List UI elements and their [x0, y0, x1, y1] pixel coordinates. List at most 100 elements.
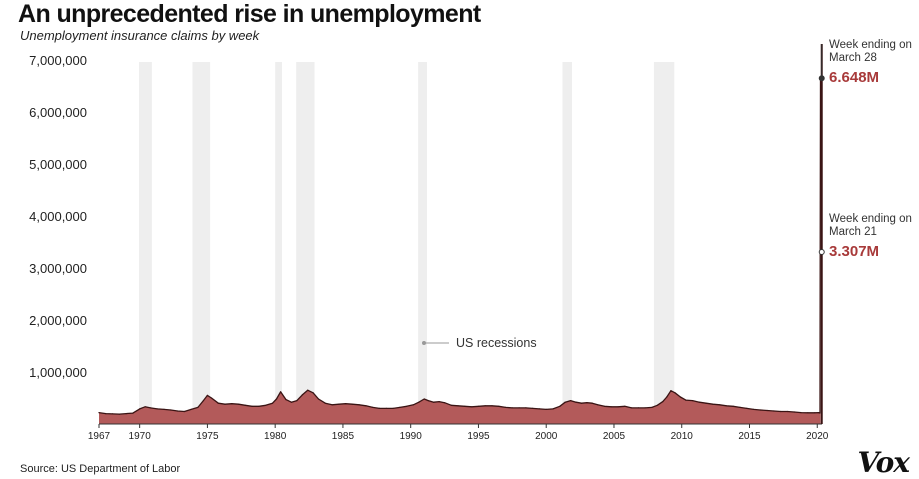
data-point [780, 410, 782, 413]
chart-subtitle: Unemployment insurance claims by week [20, 28, 260, 43]
data-point [800, 412, 802, 414]
data-point [275, 398, 278, 400]
chart-title: An unprecedented rise in unemployment [18, 0, 481, 28]
data-point [423, 398, 425, 400]
data-point [597, 404, 599, 406]
annotation-label-line1: Week ending on [829, 213, 912, 225]
data-point [438, 401, 440, 403]
data-point [793, 411, 795, 413]
data-point [818, 412, 820, 414]
y-tick-label: 7,000,000 [29, 53, 87, 68]
data-point [532, 407, 534, 409]
data-point [759, 409, 761, 411]
data-point [139, 408, 141, 410]
data-point [324, 402, 326, 404]
data-point [372, 406, 374, 408]
y-tick-label: 4,000,000 [29, 209, 87, 224]
recession-band [653, 62, 675, 424]
data-point [144, 406, 146, 408]
data-point [210, 397, 213, 399]
claims-area-series [98, 78, 822, 425]
x-tick-label: 2015 [738, 431, 761, 442]
x-tick-label: 2005 [603, 431, 626, 442]
recession-label: US recessions [456, 336, 537, 350]
data-point [624, 405, 626, 407]
data-point [819, 412, 821, 414]
annotation-label-line2: March 21 [829, 226, 877, 238]
data-point [358, 404, 360, 406]
data-point [580, 402, 583, 404]
data-point [656, 404, 658, 406]
data-point [518, 407, 520, 409]
data-point [471, 406, 473, 408]
data-point [753, 408, 755, 410]
data-point [610, 406, 612, 408]
data-point [224, 403, 226, 405]
data-point [231, 403, 233, 405]
data-point [170, 409, 172, 411]
recession-band [192, 62, 211, 424]
vox-logo: Vox [857, 446, 910, 479]
data-point [505, 406, 507, 408]
x-tick-label: 2010 [671, 431, 694, 442]
data-point [345, 403, 347, 405]
data-point [385, 407, 387, 409]
data-point [498, 405, 500, 407]
data-point [265, 404, 267, 406]
data-point [307, 389, 309, 391]
recession-band [418, 62, 427, 424]
x-tick-label: 1970 [129, 431, 152, 442]
data-point [617, 406, 619, 408]
march-28-point [818, 75, 825, 82]
data-point [651, 406, 653, 408]
x-tick-label: 2020 [806, 431, 829, 442]
data-point [399, 406, 401, 408]
data-point [444, 402, 446, 404]
data-point [739, 406, 741, 408]
data-point [312, 392, 314, 394]
data-point [773, 410, 775, 412]
data-point [586, 402, 588, 404]
x-tick-label: 1995 [467, 431, 490, 442]
data-point [746, 407, 748, 409]
annotation-value: 6.648M [829, 69, 879, 86]
y-tick-label: 6,000,000 [29, 105, 87, 120]
data-point [666, 396, 668, 398]
data-point [351, 403, 353, 405]
x-tick-label: 1985 [332, 431, 355, 442]
data-point [156, 408, 158, 410]
data-point [477, 405, 480, 407]
data-point [285, 399, 287, 401]
data-point [365, 405, 367, 407]
data-point [197, 406, 199, 408]
data-point [692, 400, 694, 402]
data-point [732, 405, 734, 407]
data-point [786, 410, 789, 413]
data-point [685, 399, 687, 401]
data-point [457, 405, 459, 407]
data-point [251, 405, 253, 407]
y-axis: 1,000,000 2,000,000 3,000,000 4,000,000 5,00… [29, 53, 87, 380]
data-point [674, 392, 676, 394]
data-point [631, 407, 633, 409]
data-point [591, 402, 593, 404]
y-tick-label: 2,000,000 [29, 313, 87, 328]
data-point [163, 408, 165, 410]
data-point [338, 403, 340, 405]
data-point [132, 412, 134, 414]
data-point [125, 413, 127, 415]
data-point [258, 405, 260, 407]
data-point [149, 407, 152, 409]
x-tick-label: 1980 [264, 431, 287, 442]
data-point [766, 409, 768, 412]
data-point [813, 412, 816, 414]
data-point [484, 405, 486, 407]
data-point [570, 400, 572, 402]
data-point [190, 408, 192, 410]
data-point [202, 400, 204, 402]
data-point [575, 401, 577, 403]
annotation-label-line1: Week ending on [829, 39, 912, 51]
data-point [464, 405, 466, 407]
